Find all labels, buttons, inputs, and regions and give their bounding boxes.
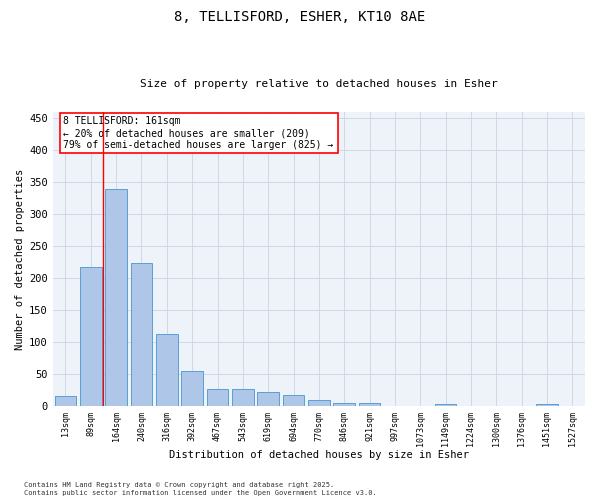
Bar	[283, 395, 304, 406]
Bar	[257, 392, 279, 406]
Bar	[106, 188, 127, 406]
Y-axis label: Number of detached properties: Number of detached properties	[15, 168, 25, 350]
Text: 8, TELLISFORD, ESHER, KT10 8AE: 8, TELLISFORD, ESHER, KT10 8AE	[175, 10, 425, 24]
Bar	[435, 404, 457, 406]
Text: Contains public sector information licensed under the Open Government Licence v3: Contains public sector information licen…	[24, 490, 377, 496]
Bar	[55, 396, 76, 406]
Bar	[156, 334, 178, 406]
Bar	[131, 263, 152, 406]
Text: Contains HM Land Registry data © Crown copyright and database right 2025.: Contains HM Land Registry data © Crown c…	[24, 482, 334, 488]
Bar	[334, 403, 355, 406]
Bar	[181, 372, 203, 406]
X-axis label: Distribution of detached houses by size in Esher: Distribution of detached houses by size …	[169, 450, 469, 460]
Text: 8 TELLISFORD: 161sqm
← 20% of detached houses are smaller (209)
79% of semi-deta: 8 TELLISFORD: 161sqm ← 20% of detached h…	[64, 116, 334, 150]
Bar	[232, 390, 254, 406]
Bar	[536, 404, 558, 406]
Title: Size of property relative to detached houses in Esher: Size of property relative to detached ho…	[140, 79, 498, 89]
Bar	[80, 268, 101, 406]
Bar	[359, 403, 380, 406]
Bar	[308, 400, 329, 406]
Bar	[207, 390, 228, 406]
